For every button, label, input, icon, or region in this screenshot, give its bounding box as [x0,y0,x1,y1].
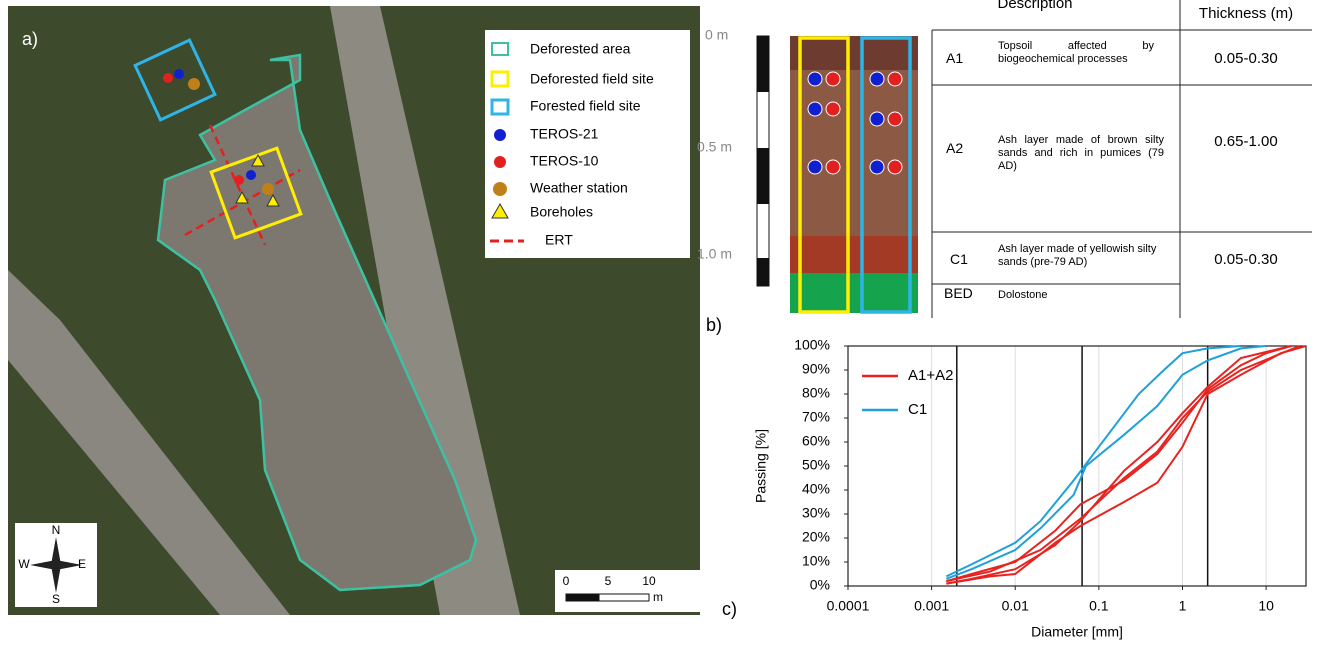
teros-10 [826,160,840,174]
y-tick-label: 90% [802,361,830,377]
legend-label: ERT [545,232,573,248]
panel-label: c) [722,599,737,619]
x-tick-label: 10 [1258,598,1274,614]
compass-s: S [52,592,60,606]
layer-description: Ash layer made of brown silty sands and … [998,134,1164,173]
legend-label: Weather station [530,180,628,196]
y-tick-label: 70% [802,409,830,425]
layer-thickness: 0.65-1.00 [1180,133,1312,150]
teros-21 [870,112,884,126]
legend-swatch [493,182,507,196]
legend-label: TEROS-21 [530,126,599,142]
teros-21 [246,170,256,180]
legend-label: A1+A2 [908,367,953,384]
ruler-segment [757,258,769,286]
layer-description: Topsoil affected by biogeochemical proce… [998,40,1154,66]
depth-label: 0 m [705,27,728,43]
layer-name: A1 [946,50,963,66]
legend-swatch [494,156,506,168]
y-tick-label: 0% [810,577,830,593]
teros-10 [888,160,902,174]
layer-c1 [790,236,918,273]
legend-swatch [494,129,506,141]
scale-label: 5 [605,574,612,588]
layer-thickness: 0.05-0.30 [1180,251,1312,268]
table-header: Thickness (m) [1199,5,1293,22]
panel-label: a) [22,29,38,49]
ruler-segment [757,148,769,204]
layer-name: BED [944,285,973,301]
legend-label: Forested field site [530,98,641,114]
layer-thickness: 0.05-0.30 [1180,50,1312,67]
teros-10 [888,112,902,126]
x-tick-label: 0.01 [1002,598,1029,614]
teros-10 [163,73,173,83]
scale-label: 10 [642,574,656,588]
layer-name: A2 [946,140,963,156]
y-tick-label: 80% [802,385,830,401]
y-tick-label: 50% [802,457,830,473]
x-tick-label: 0.1 [1089,598,1109,614]
legend-label: TEROS-10 [530,153,599,169]
scale-bar [566,594,599,601]
compass-n: N [52,523,61,537]
layer-a1 [790,36,918,70]
legend-label: Deforested field site [530,71,654,87]
teros-21 [174,69,184,79]
x-axis-title: Diameter [mm] [1031,624,1123,640]
x-tick-label: 0.0001 [827,598,870,614]
teros-10 [234,175,244,185]
teros-21 [808,160,822,174]
layer-description: Dolostone [998,289,1164,302]
weather-station [262,183,274,195]
y-tick-label: 10% [802,553,830,569]
compass-w: W [18,557,30,571]
legend-label: C1 [908,401,927,418]
legend-label: Boreholes [530,204,593,220]
compass-e: E [78,557,86,571]
layer-a2 [790,70,918,236]
panel-label: b) [706,315,722,335]
teros-21 [870,72,884,86]
teros-10 [826,72,840,86]
y-tick-label: 20% [802,529,830,545]
teros-21 [808,72,822,86]
y-axis-title: Passing [%] [753,429,769,503]
teros-10 [826,102,840,116]
layer-bed [790,273,918,313]
y-tick-label: 60% [802,433,830,449]
scale-label: 0 [563,574,570,588]
figure-graphics: Deforested area Deforested field site Fo… [0,0,1322,646]
scale-bar [599,594,649,601]
scale-unit: m [653,590,663,604]
depth-label: 1.0 m [697,246,732,262]
scale-box [555,570,700,612]
y-tick-label: 30% [802,505,830,521]
layer-description: Ash layer made of yellowish silty sands … [998,243,1164,269]
y-tick-label: 40% [802,481,830,497]
map-legend [485,30,690,258]
teros-21 [870,160,884,174]
teros-21 [808,102,822,116]
x-tick-label: 0.001 [914,598,949,614]
table-header: Description [997,0,1072,12]
teros-10 [888,72,902,86]
y-tick-label: 100% [794,337,830,353]
x-tick-label: 1 [1179,598,1187,614]
layer-name: C1 [950,251,968,267]
weather-station [188,78,200,90]
legend-label: Deforested area [530,41,631,57]
ruler-segment [757,36,769,92]
figure: Deforested area Deforested field site Fo… [0,0,1322,646]
depth-label: 0.5 m [697,139,732,155]
